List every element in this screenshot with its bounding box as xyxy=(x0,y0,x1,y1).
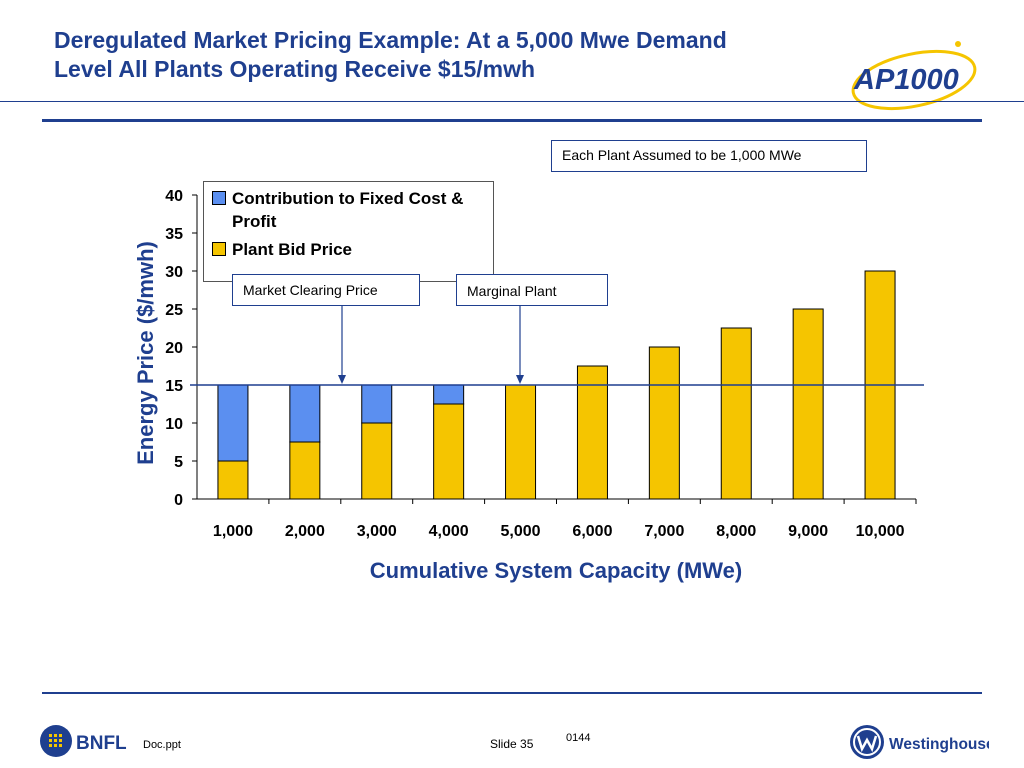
x-tick-label: 4,000 xyxy=(429,523,469,540)
bar-contribution-3 xyxy=(361,384,393,424)
x-tick-label: 2,000 xyxy=(285,523,325,540)
marginal-plant-callout: Marginal Plant xyxy=(456,274,608,306)
slide-title-line-2: Level All Plants Operating Receive $15/m… xyxy=(54,56,536,82)
x-tick-label: 1,000 xyxy=(213,523,253,540)
westinghouse-logo-text: Westinghouse xyxy=(889,736,989,753)
legend-label-bid: Plant Bid Price xyxy=(232,240,352,259)
bar-bid-3 xyxy=(361,422,393,500)
x-tick-label: 3,000 xyxy=(357,523,397,540)
y-tick-label: 20 xyxy=(165,340,183,357)
bar-contribution-2 xyxy=(289,384,321,443)
bnfl-logo: BNFL xyxy=(40,725,127,757)
page-code: 0144 xyxy=(566,732,591,744)
y-tick-label: 40 xyxy=(165,188,183,205)
y-axis-title: Energy Price ($/mwh) xyxy=(133,241,158,465)
slide-title-line-1: Deregulated Market Pricing Example: At a… xyxy=(54,27,727,53)
bar-bid-2 xyxy=(289,441,321,500)
doc-label: Doc.ppt xyxy=(143,739,181,751)
x-tick-label: 5,000 xyxy=(501,523,541,540)
y-tick-label: 25 xyxy=(165,302,183,319)
legend-swatch-contribution xyxy=(212,191,226,205)
x-axis-title: Cumulative System Capacity (MWe) xyxy=(370,558,742,583)
slide-number: Slide 35 xyxy=(490,737,534,751)
westinghouse-logo: Westinghouse xyxy=(850,725,989,759)
legend-item-bid: Plant Bid Price xyxy=(212,238,492,261)
slide-title: Deregulated Market Pricing Example: At a… xyxy=(54,26,844,84)
y-tick-label: 30 xyxy=(165,264,183,281)
y-tick-label: 10 xyxy=(165,416,183,433)
legend-item-contribution: Contribution to Fixed Cost & Profit xyxy=(212,187,492,233)
y-tick-label: 35 xyxy=(165,226,183,243)
bnfl-logo-text: BNFL xyxy=(76,733,127,754)
x-tick-label: 10,000 xyxy=(856,523,905,540)
chart-legend: Contribution to Fixed Cost & Profit Plan… xyxy=(203,181,494,282)
bar-contribution-1 xyxy=(217,384,249,462)
bar-bid-1 xyxy=(217,460,249,500)
y-tick-label: 15 xyxy=(165,378,183,395)
ap1000-logo: AP1000 xyxy=(851,41,977,111)
legend-swatch-bid xyxy=(212,242,226,256)
marginal-plant-arrow-head xyxy=(516,375,524,384)
bar-bid-8 xyxy=(720,327,752,500)
x-tick-label: 6,000 xyxy=(572,523,612,540)
bar-bid-6 xyxy=(576,365,608,500)
y-tick-label: 5 xyxy=(174,454,183,471)
market-clearing-arrow-head xyxy=(338,375,346,384)
bar-contribution-4 xyxy=(433,384,465,405)
legend-label-contribution: Contribution to Fixed Cost & Profit xyxy=(232,189,464,231)
x-tick-label: 9,000 xyxy=(788,523,828,540)
bar-bid-4 xyxy=(433,403,465,500)
y-tick-label: 0 xyxy=(174,492,183,509)
header-rule-thick xyxy=(42,119,982,122)
header-rule-thin xyxy=(0,101,1024,102)
bar-bid-5 xyxy=(505,384,537,500)
x-tick-label: 7,000 xyxy=(644,523,684,540)
ap1000-logo-text: AP1000 xyxy=(853,64,959,96)
plant-size-note: Each Plant Assumed to be 1,000 MWe xyxy=(551,140,867,172)
x-tick-label: 8,000 xyxy=(716,523,756,540)
market-clearing-callout: Market Clearing Price xyxy=(232,274,420,306)
bar-bid-7 xyxy=(648,346,680,500)
bar-bid-9 xyxy=(792,308,824,500)
footer-rule xyxy=(42,692,982,694)
